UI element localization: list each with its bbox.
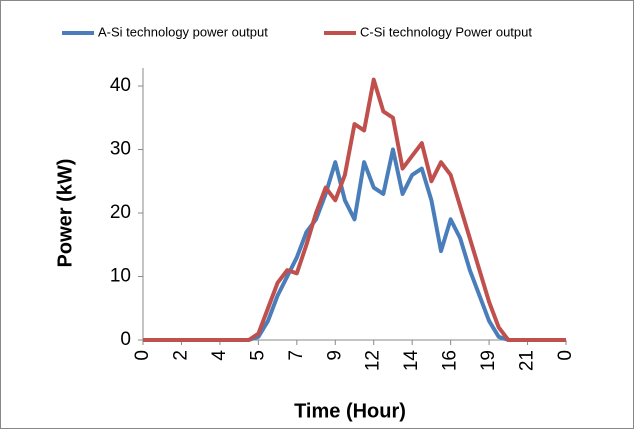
y-tick-label: 10: [110, 266, 131, 287]
legend-label: A-Si technology power output: [98, 24, 268, 39]
x-tick-label: 19: [478, 350, 499, 371]
y-axis-label: Power (kW): [54, 159, 76, 268]
x-tick-label: 2: [170, 350, 191, 361]
x-tick-label: 7: [286, 350, 307, 361]
x-tick-label: 12: [363, 350, 384, 371]
y-tick-label: 20: [110, 202, 131, 223]
x-tick-label: 16: [440, 350, 461, 371]
y-tick-label: 0: [120, 329, 131, 350]
x-tick-label: 5: [247, 350, 268, 361]
x-tick-label: 21: [517, 350, 538, 371]
x-tick-label: 0: [555, 350, 576, 361]
x-tick-label: 14: [401, 350, 422, 372]
x-tick-label: 9: [324, 350, 345, 361]
x-tick-label: 0: [132, 350, 153, 361]
x-axis-label: Time (Hour): [294, 400, 406, 422]
series-line: [143, 77, 566, 342]
x-tick-label: 4: [209, 350, 230, 361]
legend-label: C-Si technology Power output: [360, 24, 532, 39]
y-tick-label: 30: [110, 139, 131, 160]
y-tick-label: 40: [110, 75, 131, 96]
